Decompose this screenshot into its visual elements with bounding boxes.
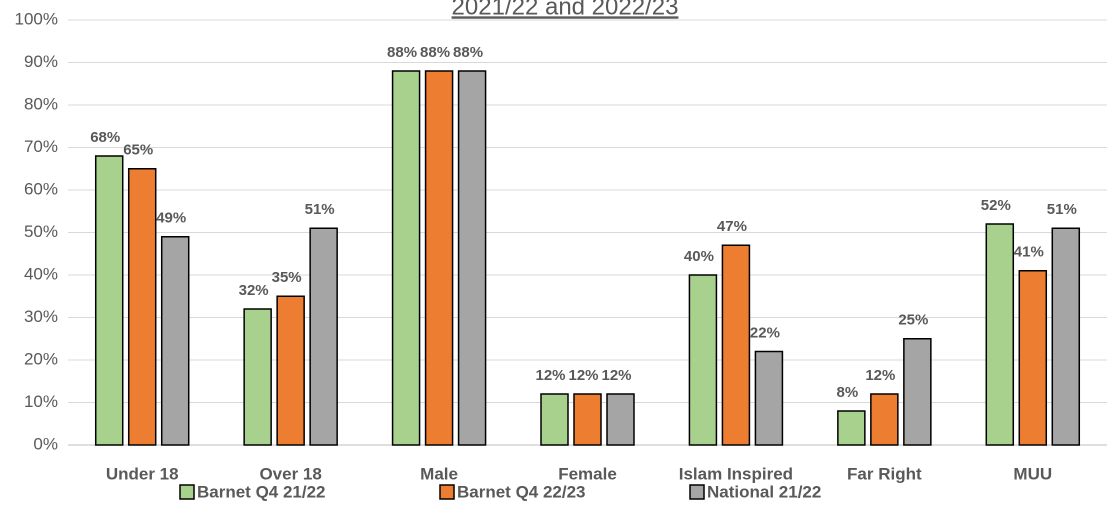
data-label: 41% bbox=[1014, 244, 1044, 261]
data-label: 88% bbox=[453, 44, 483, 61]
x-tick-label: Far Right bbox=[847, 464, 922, 483]
bar bbox=[160, 236, 190, 446]
bar bbox=[985, 223, 1015, 446]
data-label: 49% bbox=[156, 210, 186, 227]
y-tick-label: 60% bbox=[24, 179, 58, 198]
data-label: 51% bbox=[305, 201, 335, 218]
legend-label: Barnet Q4 21/22 bbox=[197, 482, 326, 501]
bar bbox=[243, 308, 272, 446]
data-label: 12% bbox=[865, 367, 895, 384]
bar bbox=[309, 227, 338, 446]
data-label: 22% bbox=[750, 324, 780, 341]
data-label: 40% bbox=[684, 248, 714, 265]
bar bbox=[573, 393, 602, 446]
data-label: 12% bbox=[535, 367, 565, 384]
bar bbox=[391, 70, 421, 446]
bar bbox=[457, 70, 487, 446]
x-tick-label: MUU bbox=[1013, 464, 1052, 483]
bar bbox=[540, 393, 569, 446]
x-tick-label: Over 18 bbox=[259, 464, 321, 483]
legend-label: National 21/22 bbox=[707, 482, 821, 501]
chart-title: 2021/22 and 2022/23 bbox=[452, 0, 679, 20]
legend-swatch bbox=[439, 484, 455, 500]
y-tick-label: 80% bbox=[24, 94, 58, 113]
bar bbox=[1051, 227, 1081, 446]
data-label: 51% bbox=[1047, 201, 1077, 218]
legend-swatch bbox=[689, 484, 705, 500]
bar bbox=[424, 70, 454, 446]
y-tick-label: 30% bbox=[24, 307, 58, 326]
bar bbox=[688, 274, 718, 446]
data-label: 88% bbox=[420, 44, 450, 61]
bar bbox=[606, 393, 635, 446]
bar bbox=[837, 410, 866, 446]
data-label: 52% bbox=[981, 197, 1011, 214]
x-tick-label: Under 18 bbox=[106, 464, 179, 483]
y-tick-label: 10% bbox=[24, 392, 58, 411]
bar bbox=[903, 338, 932, 446]
data-label: 12% bbox=[601, 367, 631, 384]
data-label: 25% bbox=[898, 312, 928, 329]
y-tick-label: 0% bbox=[33, 434, 58, 453]
legend-label: Barnet Q4 22/23 bbox=[457, 482, 586, 501]
x-tick-label: Islam Inspired bbox=[679, 464, 793, 483]
data-label: 65% bbox=[123, 142, 153, 159]
x-tick-label: Female bbox=[558, 464, 617, 483]
bar bbox=[1018, 270, 1048, 446]
y-tick-label: 90% bbox=[24, 52, 58, 71]
bar bbox=[870, 393, 899, 446]
bar bbox=[276, 295, 305, 446]
data-label: 32% bbox=[239, 282, 269, 299]
data-label: 47% bbox=[717, 218, 747, 235]
y-tick-label: 20% bbox=[24, 349, 58, 368]
bar bbox=[721, 244, 751, 446]
data-label: 12% bbox=[568, 367, 598, 384]
legend-swatch bbox=[179, 484, 195, 500]
y-tick-label: 100% bbox=[15, 9, 58, 28]
x-tick-label: Male bbox=[420, 464, 458, 483]
data-label: 35% bbox=[272, 269, 302, 286]
bar bbox=[127, 168, 157, 446]
y-tick-label: 40% bbox=[24, 264, 58, 283]
y-tick-label: 70% bbox=[24, 137, 58, 156]
data-label: 68% bbox=[90, 129, 120, 146]
bar bbox=[754, 350, 784, 446]
bar bbox=[94, 155, 124, 446]
data-label: 88% bbox=[387, 44, 417, 61]
y-tick-label: 50% bbox=[24, 222, 58, 241]
data-label: 8% bbox=[837, 384, 859, 401]
